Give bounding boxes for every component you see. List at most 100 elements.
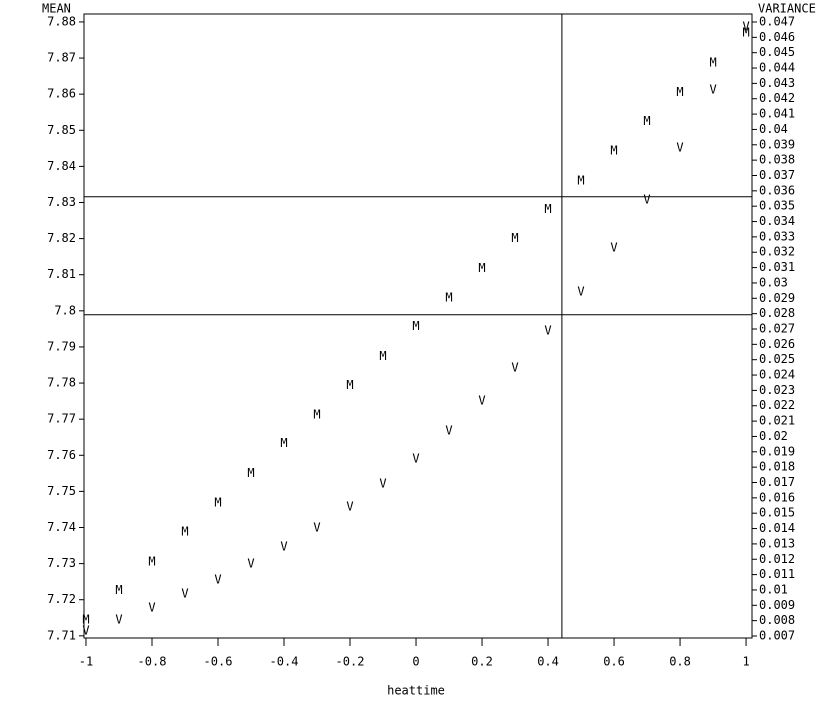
y2-tick-label: 0.026 [759, 337, 795, 351]
y2-axis-label: VARIANCE [758, 2, 816, 16]
y-tick-label: 7.84 [47, 159, 76, 173]
point-marker: V [346, 500, 353, 514]
y2-tick-label: 0.03 [759, 275, 788, 289]
point-marker: V [544, 323, 551, 337]
point-marker: M [247, 466, 254, 480]
x-tick-label: -1 [79, 655, 93, 669]
x-tick-label: -0.6 [204, 655, 233, 669]
point-marker: V [676, 141, 683, 155]
point-marker: M [511, 231, 518, 245]
y2-tick-label: 0.022 [759, 398, 795, 412]
x-tick-label: 0 [412, 655, 419, 669]
point-marker: V [511, 360, 518, 374]
y2-tick-label: 0.04 [759, 122, 788, 136]
x-tick-label: -0.4 [270, 655, 299, 669]
point-marker: M [643, 114, 650, 128]
point-marker: M [412, 319, 419, 333]
y2-tick-label: 0.039 [759, 137, 795, 151]
point-marker: V [247, 557, 254, 571]
point-marker: M [610, 143, 617, 157]
point-marker: V [412, 452, 419, 466]
y2-tick-label: 0.037 [759, 168, 795, 182]
point-marker: V [181, 586, 188, 600]
y-tick-label: 7.75 [47, 484, 76, 498]
point-marker: V [214, 572, 221, 586]
y-tick-label: 7.83 [47, 195, 76, 209]
y2-tick-label: 0.046 [759, 30, 795, 44]
point-marker: M [181, 524, 188, 538]
y2-tick-label: 0.031 [759, 260, 795, 274]
y2-tick-label: 0.028 [759, 306, 795, 320]
x-tick-label: -0.8 [138, 655, 167, 669]
point-marker: M [445, 290, 452, 304]
y2-tick-label: 0.024 [759, 368, 795, 382]
point-marker: M [709, 55, 716, 69]
x-tick-label: 1 [742, 655, 749, 669]
y2-tick-label: 0.036 [759, 183, 795, 197]
y-tick-label: 7.76 [47, 448, 76, 462]
point-marker: V [148, 601, 155, 615]
y-tick-label: 7.72 [47, 592, 76, 606]
y2-tick-label: 0.016 [759, 490, 795, 504]
y2-tick-label: 0.041 [759, 107, 795, 121]
y-tick-label: 7.86 [47, 87, 76, 101]
y2-tick-label: 0.013 [759, 536, 795, 550]
point-marker: V [742, 20, 749, 34]
point-marker: M [379, 349, 386, 363]
point-marker: M [313, 407, 320, 421]
point-marker: M [82, 612, 89, 626]
point-marker: M [478, 261, 485, 275]
point-marker: V [445, 423, 452, 437]
point-marker: V [379, 477, 386, 491]
x-tick-label: 0.8 [669, 655, 691, 669]
point-marker: M [214, 495, 221, 509]
x-tick-label: 0.4 [537, 655, 559, 669]
y-tick-label: 7.78 [47, 376, 76, 390]
y-tick-label: 7.8 [54, 303, 76, 317]
y2-tick-label: 0.019 [759, 444, 795, 458]
y2-tick-label: 0.047 [759, 14, 795, 28]
x-tick-label: -0.2 [336, 655, 365, 669]
y2-tick-label: 0.017 [759, 475, 795, 489]
point-marker: M [148, 554, 155, 568]
y2-tick-label: 0.032 [759, 245, 795, 259]
x-axis-label: heattime [387, 684, 445, 698]
x-tick-label: 0.2 [471, 655, 493, 669]
point-marker: V [478, 393, 485, 407]
y-tick-label: 7.82 [47, 231, 76, 245]
y2-tick-label: 0.021 [759, 414, 795, 428]
y2-tick-label: 0.029 [759, 291, 795, 305]
y-tick-label: 7.74 [47, 520, 76, 534]
y2-tick-label: 0.011 [759, 567, 795, 581]
y-axis-label: MEAN [42, 2, 71, 16]
y2-tick-label: 0.033 [759, 229, 795, 243]
y-tick-label: 7.73 [47, 556, 76, 570]
point-marker: M [115, 583, 122, 597]
point-marker: V [313, 520, 320, 534]
y-tick-label: 7.85 [47, 123, 76, 137]
y2-tick-label: 0.045 [759, 45, 795, 59]
point-marker: M [577, 173, 584, 187]
y-tick-label: 7.79 [47, 339, 76, 353]
y-tick-label: 7.87 [47, 51, 76, 65]
y2-tick-label: 0.008 [759, 613, 795, 627]
y-tick-label: 7.71 [47, 628, 76, 642]
point-marker: V [610, 240, 617, 254]
y-tick-label: 7.88 [47, 14, 76, 28]
y2-tick-label: 0.038 [759, 153, 795, 167]
point-marker: V [643, 193, 650, 207]
y-tick-label: 7.81 [47, 267, 76, 281]
y2-tick-label: 0.044 [759, 61, 795, 75]
y2-tick-label: 0.01 [759, 582, 788, 596]
x-tick-label: 0.6 [603, 655, 625, 669]
y2-tick-label: 0.042 [759, 91, 795, 105]
point-marker: V [82, 623, 89, 637]
y-tick-label: 7.77 [47, 412, 76, 426]
y2-tick-label: 0.02 [759, 429, 788, 443]
y2-tick-label: 0.012 [759, 552, 795, 566]
y2-tick-label: 0.018 [759, 460, 795, 474]
point-marker: V [577, 284, 584, 298]
y2-tick-label: 0.027 [759, 321, 795, 335]
y2-tick-label: 0.009 [759, 598, 795, 612]
